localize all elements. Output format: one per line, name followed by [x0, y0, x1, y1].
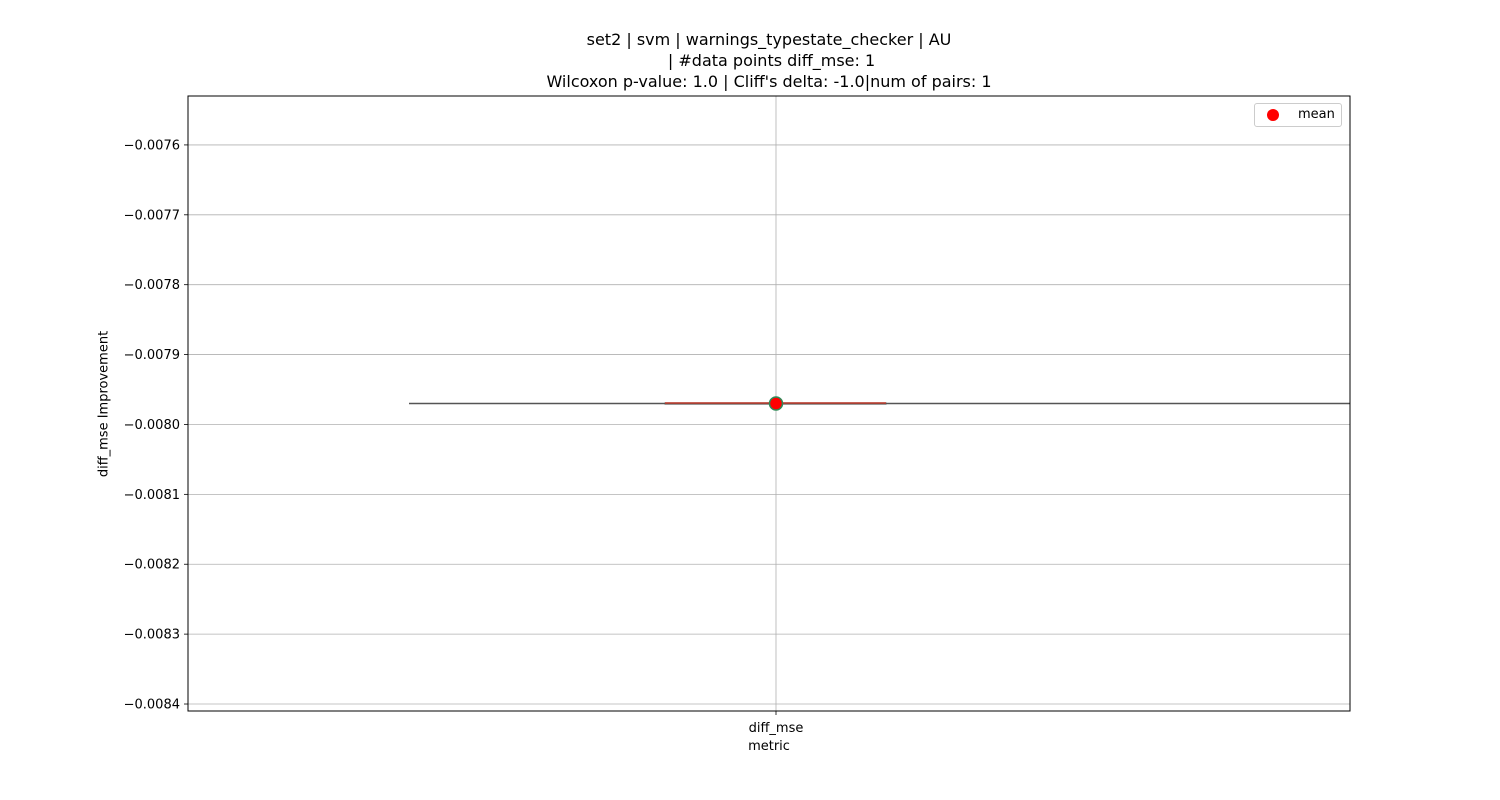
chart-title-line-1: set2 | svm | warnings_typestate_checker …	[586, 30, 952, 49]
y-tick-label: −0.0078	[124, 278, 180, 293]
y-axis-label: diff_mse Improvement	[96, 330, 112, 478]
y-tick-label: −0.0076	[124, 138, 180, 153]
legend-mean-marker	[1267, 109, 1279, 121]
y-tick-label: −0.0084	[124, 698, 180, 713]
y-tick-label: −0.0081	[124, 488, 180, 503]
y-tick-label: −0.0077	[124, 208, 180, 223]
x-axis-label: metric	[748, 739, 790, 754]
plot-frame	[187, 95, 1351, 712]
y-tick-label: −0.0080	[124, 418, 180, 433]
chart-title-line-2: | #data points diff_mse: 1	[662, 51, 876, 70]
legend: mean	[1254, 103, 1342, 127]
chart-title-line-3: Wilcoxon p-value: 1.0 | Cliff's delta: -…	[546, 72, 992, 91]
legend-mean-label: mean	[1298, 107, 1335, 122]
x-tick-label: diff_mse	[749, 721, 804, 736]
mean-marker	[768, 396, 784, 411]
y-tick-label: −0.0082	[124, 558, 180, 573]
y-tick-label: −0.0079	[124, 348, 180, 363]
y-tick-label: −0.0083	[124, 628, 180, 643]
